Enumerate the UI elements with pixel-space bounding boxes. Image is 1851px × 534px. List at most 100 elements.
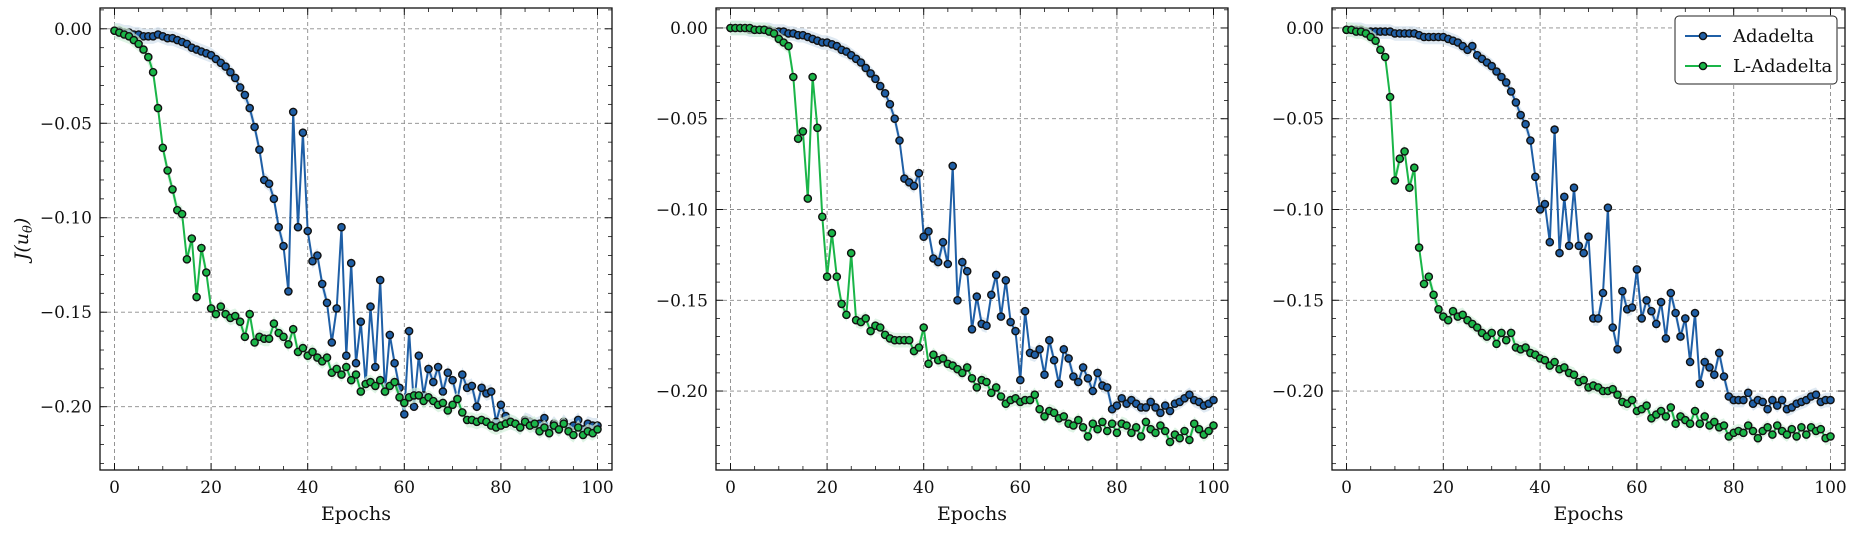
data-point <box>288 107 298 117</box>
x-tick-label: 100 <box>1814 478 1846 498</box>
data-point <box>453 394 462 404</box>
data-point <box>1093 424 1102 434</box>
data-point <box>1710 370 1719 380</box>
data-point <box>803 194 813 203</box>
data-point <box>1069 421 1078 430</box>
data-point <box>1380 52 1390 62</box>
y-axis-label-base: J(u <box>11 233 33 264</box>
data-point <box>967 373 977 383</box>
data-point <box>197 243 206 253</box>
data-point <box>143 52 153 62</box>
data-point <box>1797 422 1806 432</box>
data-point <box>996 392 1006 401</box>
data-point <box>1185 390 1194 400</box>
y-axis-label: J(uθ) <box>11 218 36 265</box>
data-point <box>245 103 254 113</box>
data-point <box>341 351 351 361</box>
data-point <box>953 295 962 305</box>
data-point <box>919 323 929 332</box>
data-point <box>827 228 837 238</box>
data-point <box>1521 343 1530 352</box>
x-tick-label: 20 <box>816 478 838 498</box>
data-point <box>1705 363 1714 372</box>
data-point <box>1506 87 1516 96</box>
data-point <box>784 41 793 51</box>
data-point <box>1035 344 1044 354</box>
data-point <box>134 39 143 49</box>
data-point <box>1700 357 1709 367</box>
x-tick-label: 80 <box>1723 478 1745 498</box>
data-point <box>813 123 822 133</box>
data-point <box>414 351 424 361</box>
data-point <box>1098 417 1107 427</box>
x-tick-label: 60 <box>393 478 415 498</box>
data-point <box>1792 432 1801 441</box>
data-point <box>1112 401 1122 410</box>
data-point <box>996 312 1006 321</box>
data-point <box>544 428 554 438</box>
data-point <box>496 400 506 410</box>
data-point <box>1598 288 1608 298</box>
series-group <box>110 23 602 443</box>
data-point <box>1608 323 1617 332</box>
data-point <box>1472 323 1482 332</box>
data-point <box>356 387 366 396</box>
data-point <box>569 430 578 440</box>
y-tick-label: −0.15 <box>656 291 708 311</box>
data-point <box>1448 306 1458 316</box>
data-point <box>1001 275 1011 285</box>
data-point <box>390 377 399 387</box>
data-point <box>438 387 448 396</box>
data-point <box>375 375 385 385</box>
y-tick-label: −0.05 <box>1272 110 1324 130</box>
confidence-band <box>730 20 1214 421</box>
data-point <box>890 114 900 123</box>
data-point <box>1637 314 1646 323</box>
data-point <box>308 347 317 357</box>
data-point <box>1093 368 1102 378</box>
data-point <box>1671 308 1680 318</box>
x-tick-label: 100 <box>581 478 613 498</box>
data-point <box>1127 428 1136 438</box>
data-point <box>424 364 433 374</box>
data-point <box>1458 310 1467 320</box>
data-point <box>1102 383 1112 392</box>
data-point <box>1209 421 1218 430</box>
data-point <box>1146 397 1155 407</box>
data-point <box>346 258 356 268</box>
data-point <box>1497 72 1506 82</box>
data-point <box>298 128 308 137</box>
legend-swatch-marker <box>1698 61 1708 71</box>
data-point <box>153 103 163 113</box>
data-point <box>1521 119 1530 129</box>
data-point <box>822 272 832 282</box>
data-point <box>317 279 327 289</box>
data-point <box>837 299 846 309</box>
data-point <box>1083 432 1093 441</box>
data-point <box>1540 355 1550 365</box>
data-point <box>457 408 467 417</box>
legend-label: Adadelta <box>1732 26 1814 47</box>
data-point <box>515 423 525 432</box>
data-point <box>1777 395 1787 405</box>
data-point <box>856 58 866 67</box>
data-point <box>448 375 457 385</box>
data-point <box>1405 183 1414 192</box>
data-point <box>230 73 240 83</box>
data-point <box>1497 328 1506 338</box>
data-point <box>967 324 977 334</box>
data-point <box>370 381 380 391</box>
data-point <box>904 335 914 345</box>
data-point <box>472 402 482 412</box>
data-point <box>1040 412 1049 421</box>
data-point <box>818 212 827 222</box>
data-point <box>871 74 880 84</box>
data-point <box>264 334 274 344</box>
data-point <box>201 268 211 277</box>
data-point <box>255 145 264 154</box>
data-point <box>1102 426 1112 436</box>
data-point <box>1676 332 1685 341</box>
data-point <box>1719 372 1729 381</box>
data-point <box>346 375 356 385</box>
data-point <box>1666 403 1676 412</box>
